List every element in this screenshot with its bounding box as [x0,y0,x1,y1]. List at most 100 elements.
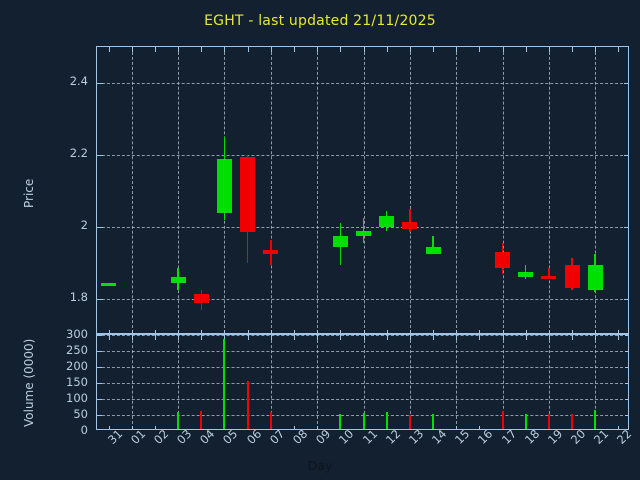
day-gridline [270,47,272,333]
day-axis-tick [618,330,620,333]
day-axis-tick [525,335,527,340]
price-axis-tick [624,227,628,228]
candle-body [193,293,209,303]
candlestick [97,47,628,333]
candlestick [97,47,628,333]
day-axis-tick [595,335,597,340]
day-axis-tick [201,47,203,52]
candle-body [356,230,371,236]
day-axis-tick [108,47,110,52]
volume-bar [200,411,203,429]
candle-body [564,264,580,289]
price-axis-title: Price [22,178,36,208]
day-gridline [595,47,597,333]
candle-wick [432,236,434,254]
x-axis-title: Day [307,458,333,473]
day-axis-tick [479,47,481,52]
day-axis-tick [293,330,295,333]
volume-plot-area [96,334,629,430]
volume-axis-tick [97,351,102,352]
day-gridline [363,47,365,333]
day-axis-tick [293,47,295,52]
day-axis-tick [548,330,550,333]
day-axis-tick [525,330,527,333]
day-axis-tick [363,330,365,333]
volume-bar [594,410,597,429]
volume-axis-tick [625,367,628,368]
day-gridline [317,47,319,333]
day-axis-tick [131,47,133,52]
price-tick-label: 2.2 [69,146,88,160]
candlestick [97,47,628,333]
volume-bar [223,338,226,429]
day-axis-tick [154,426,156,429]
volume-axis-tick [97,399,102,400]
chart-title: EGHT - last updated 21/11/2025 [204,13,436,29]
day-axis-tick [479,426,481,429]
day-axis-tick [317,47,319,52]
volume-bar [524,413,527,429]
day-axis-tick [502,47,504,52]
day-axis-tick [317,335,319,340]
volume-tick-label: 100 [66,391,88,405]
candle-wick [524,264,527,280]
volume-bar [339,413,342,429]
day-axis-tick [595,47,597,52]
candlestick [97,47,628,333]
candle-body [263,250,279,254]
candle-body [541,275,557,280]
volume-tick-label: 0 [80,423,88,437]
day-gridline [317,335,319,429]
day-axis-tick [247,330,249,333]
volume-gridline [97,351,628,352]
price-axis-tick [624,155,628,156]
day-gridline [178,47,180,333]
candle-wick [548,268,550,280]
day-gridline [502,47,504,333]
day-axis-tick [386,335,388,340]
candle-body [379,216,395,227]
price-gridline [97,227,628,228]
volume-tick-label: 300 [66,327,88,341]
candle-body [170,277,186,283]
candlestick [97,47,628,333]
day-axis-tick [270,335,272,340]
day-gridline [178,335,180,429]
volume-tick-label: 200 [66,359,88,373]
candlestick [97,47,628,333]
candlestick [97,47,628,333]
day-axis-tick [572,335,574,340]
day-axis-tick [502,335,504,340]
day-axis-tick [433,335,435,340]
day-gridline [548,47,550,333]
day-axis-tick [618,426,620,429]
volume-bar [177,412,180,429]
day-axis-tick [479,330,481,333]
price-gridline [97,155,628,156]
day-axis-tick [595,330,597,333]
day-axis-tick [178,335,180,340]
day-axis-tick [178,330,180,333]
volume-tick-label: 150 [66,375,88,389]
day-axis-tick [456,47,458,52]
price-axis-tick [97,227,103,228]
day-axis-tick [340,330,342,333]
day-axis-tick [131,335,133,340]
day-axis-tick [386,330,388,333]
candle-body [495,252,511,269]
candle-wick [409,209,411,233]
volume-bar [408,414,411,429]
day-axis-tick [548,47,550,52]
day-axis-tick [548,335,550,340]
price-axis-tick [624,299,628,300]
day-axis-tick [386,47,388,52]
day-axis-tick [525,47,527,52]
day-axis-tick [409,330,411,333]
day-gridline [409,47,411,333]
volume-axis-title: Volume (0000) [22,338,36,427]
candlestick [97,47,628,333]
day-axis-tick [224,335,226,340]
day-gridline [363,335,365,429]
day-gridline [131,47,133,333]
day-axis-tick [154,330,156,333]
